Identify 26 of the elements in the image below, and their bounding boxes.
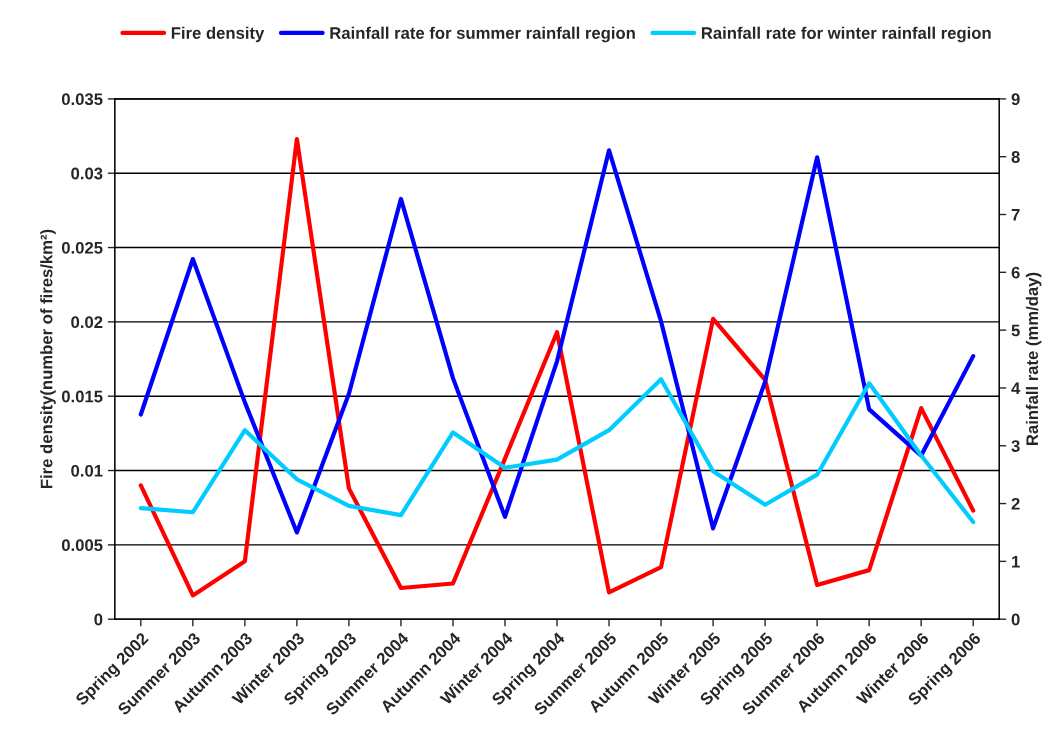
y-tick-label: 0.015 xyxy=(61,390,103,403)
y-tick-label: 0.02 xyxy=(71,316,103,329)
y2-tick-label: 6 xyxy=(1011,266,1020,279)
y-tick-label: 0.005 xyxy=(61,539,103,552)
legend-label: Rainfall rate for winter rainfall region xyxy=(701,26,991,43)
y-tick-label: 0.025 xyxy=(61,241,103,254)
y-tick-label: 0.035 xyxy=(61,93,103,106)
line-series xyxy=(138,377,976,525)
y2-tick-label: 5 xyxy=(1011,324,1020,337)
y-axis-title: Fire density(number of fires/km²) xyxy=(40,229,56,489)
y-tick-label: 0 xyxy=(94,613,103,626)
y2-tick-label: 3 xyxy=(1011,440,1020,452)
line-series xyxy=(138,136,976,598)
y2-tick-label: 7 xyxy=(1011,209,1020,221)
y2-axis-title: Rainfall rate (mm/day) xyxy=(1025,272,1042,445)
y2-tick-label: 0 xyxy=(1011,613,1020,626)
y2-tick-label: 1 xyxy=(1012,555,1020,568)
y-tick-label: 0.03 xyxy=(71,167,103,180)
y-tick-label: 0.01 xyxy=(71,464,103,477)
legend-label: Fire density xyxy=(171,26,265,43)
line-series xyxy=(138,148,976,535)
y2-tick-label: 2 xyxy=(1011,497,1020,510)
y2-tick-label: 9 xyxy=(1011,93,1020,106)
legend-label: Rainfall rate for summer rainfall region xyxy=(330,26,635,43)
y2-tick-label: 4 xyxy=(1011,382,1021,394)
y2-tick-label: 8 xyxy=(1011,151,1020,163)
